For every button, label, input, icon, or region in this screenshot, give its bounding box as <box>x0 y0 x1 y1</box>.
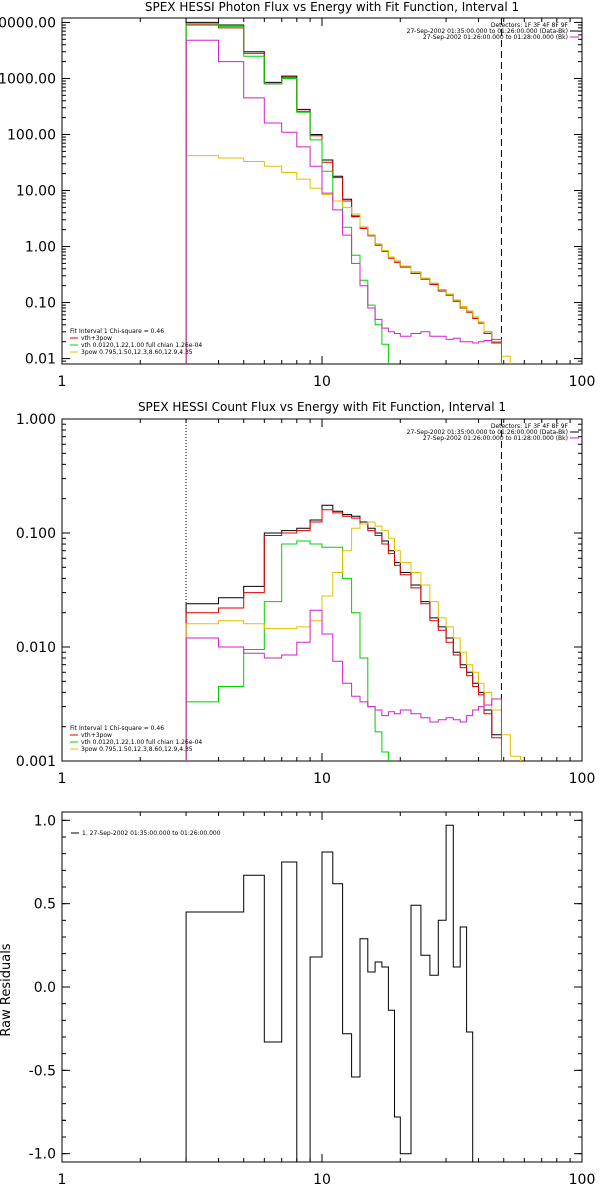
count-flux-legend-bottom-left: Fit Interval 1 Chi-square = 0.46vth+3pow… <box>70 725 202 753</box>
photon-flux-y-tick-label: 0.10 <box>25 296 56 312</box>
photon-flux-ticks <box>61 18 583 365</box>
photon-flux-legend-entry: 3pow 0.795,1.50,12.3,8.60,12.9,4.35 <box>81 349 193 356</box>
photon-flux-title: SPEX HESSI Photon Flux vs Energy with Fi… <box>145 0 519 14</box>
count-flux-series-vth-3pow <box>185 509 502 761</box>
count-flux-y-tick-label: 0.100 <box>16 526 56 542</box>
photon-flux-series-bk <box>185 39 502 364</box>
count-flux-panel: SPEX HESSI Count Flux vs Energy with Fit… <box>16 400 595 787</box>
photon-flux-y-tick-label: 0.01 <box>25 352 56 368</box>
photon-flux-panel: SPEX HESSI Photon Flux vs Energy with Fi… <box>0 0 595 390</box>
photon-flux-y-tick-label: 10.00 <box>16 184 56 200</box>
residuals-tick-labels: 1 10 100 1.0 0.5 0.0 -0.5 -1.0 <box>29 813 596 1188</box>
residuals-y-tick-label: -1.0 <box>29 1147 56 1163</box>
photon-flux-series-vth <box>185 23 389 364</box>
count-flux-title: SPEX HESSI Count Flux vs Energy with Fit… <box>138 400 506 414</box>
photon-flux-y-tick-label: 1000.00 <box>0 71 56 87</box>
residuals-y-tick-label: 1.0 <box>34 813 56 829</box>
residuals-y-axis-label: Raw Residuals <box>0 943 14 1036</box>
count-flux-legend-entry: Detectors: 1F 3F 4F 8F 9F <box>491 423 569 430</box>
photon-flux-legend-bottom-left: Fit Interval 1 Chi-square = 0.46vth+3pow… <box>70 328 202 356</box>
photon-flux-legend-entry: Fit Interval 1 Chi-square = 0.46 <box>70 328 164 335</box>
count-flux-legend-entry: vth+3pow <box>81 732 112 739</box>
count-flux-legend-entry: vth 0.0120,1.22,1.00 full chian 1.26e-04 <box>81 739 202 746</box>
count-flux-y-tick-label: 0.001 <box>16 754 56 770</box>
count-flux-series <box>185 504 521 761</box>
count-flux-legend-entry: 27-Sep-2002 01:35:00.000 to 01:26:00.000… <box>407 429 568 436</box>
residuals-series <box>185 824 474 1163</box>
count-flux-y-tick-label: 0.010 <box>16 640 56 656</box>
photon-flux-series-3pow <box>185 155 511 364</box>
residuals-x-tick-label: 1 <box>58 1172 67 1188</box>
residuals-y-tick-label: -0.5 <box>29 1063 56 1079</box>
count-flux-series-bk <box>185 609 502 761</box>
photon-flux-y-tick-label: 100.00 <box>7 127 56 143</box>
photon-flux-legend-entry: Detectors: 1F 3F 4F 8F 9F <box>491 22 569 29</box>
count-flux-tick-labels: 1 10 100 1.000 0.100 0.010 0.001 <box>16 412 595 787</box>
photon-flux-legend-entry: vth 0.0120,1.22,1.00 full chian 1.26e-04 <box>81 342 202 349</box>
residuals-y-tick-label: 0.0 <box>34 980 56 996</box>
photon-flux-x-tick-label: 1 <box>58 374 67 390</box>
residuals-legend-entry: 1. 27-Sep-2002 01:35:00.000 to 01:26:00.… <box>82 830 221 837</box>
count-flux-legend-entry: 27-Sep-2002 01:26:00.000 to 01:28:00.000… <box>423 435 568 442</box>
count-flux-legend-entry: Fit Interval 1 Chi-square = 0.46 <box>70 725 164 732</box>
residuals-series-1-27-sep-2002-01-35-00-000-to-01-26-00-000 <box>185 824 474 1163</box>
photon-flux-series <box>185 21 511 364</box>
count-flux-legend-entry: 3pow 0.795,1.50,12.3,8.60,12.9,4.35 <box>81 746 193 753</box>
residuals-x-tick-label: 10 <box>313 1172 331 1188</box>
residuals-y-tick-label: 0.5 <box>34 897 56 913</box>
count-flux-ticks <box>61 418 583 762</box>
count-flux-series-3pow <box>185 521 521 761</box>
count-flux-x-tick-label: 10 <box>313 771 331 787</box>
photon-flux-x-tick-label: 10 <box>313 374 331 390</box>
photon-flux-y-tick-label: 1.00 <box>25 240 56 256</box>
photon-flux-x-tick-label: 100 <box>569 374 596 390</box>
count-flux-y-tick-label: 1.000 <box>16 412 56 428</box>
residuals-legend: 1. 27-Sep-2002 01:35:00.000 to 01:26:00.… <box>71 830 221 837</box>
residuals-ticks <box>61 812 583 1162</box>
count-flux-x-tick-label: 1 <box>58 771 67 787</box>
count-flux-x-tick-label: 100 <box>569 771 596 787</box>
residuals-panel: Raw Residuals 1 10 100 1.0 0.5 0.0 -0.5 -1.0 1.… <box>0 811 596 1188</box>
residuals-x-tick-label: 100 <box>569 1172 596 1188</box>
photon-flux-legend-entry: vth+3pow <box>81 335 112 342</box>
photon-flux-legend-entry: 27-Sep-2002 01:35:00.000 to 01:26:00.000… <box>407 28 568 35</box>
photon-flux-legend-entry: 27-Sep-2002 01:26:00.000 to 01:28:00.000… <box>423 34 568 41</box>
